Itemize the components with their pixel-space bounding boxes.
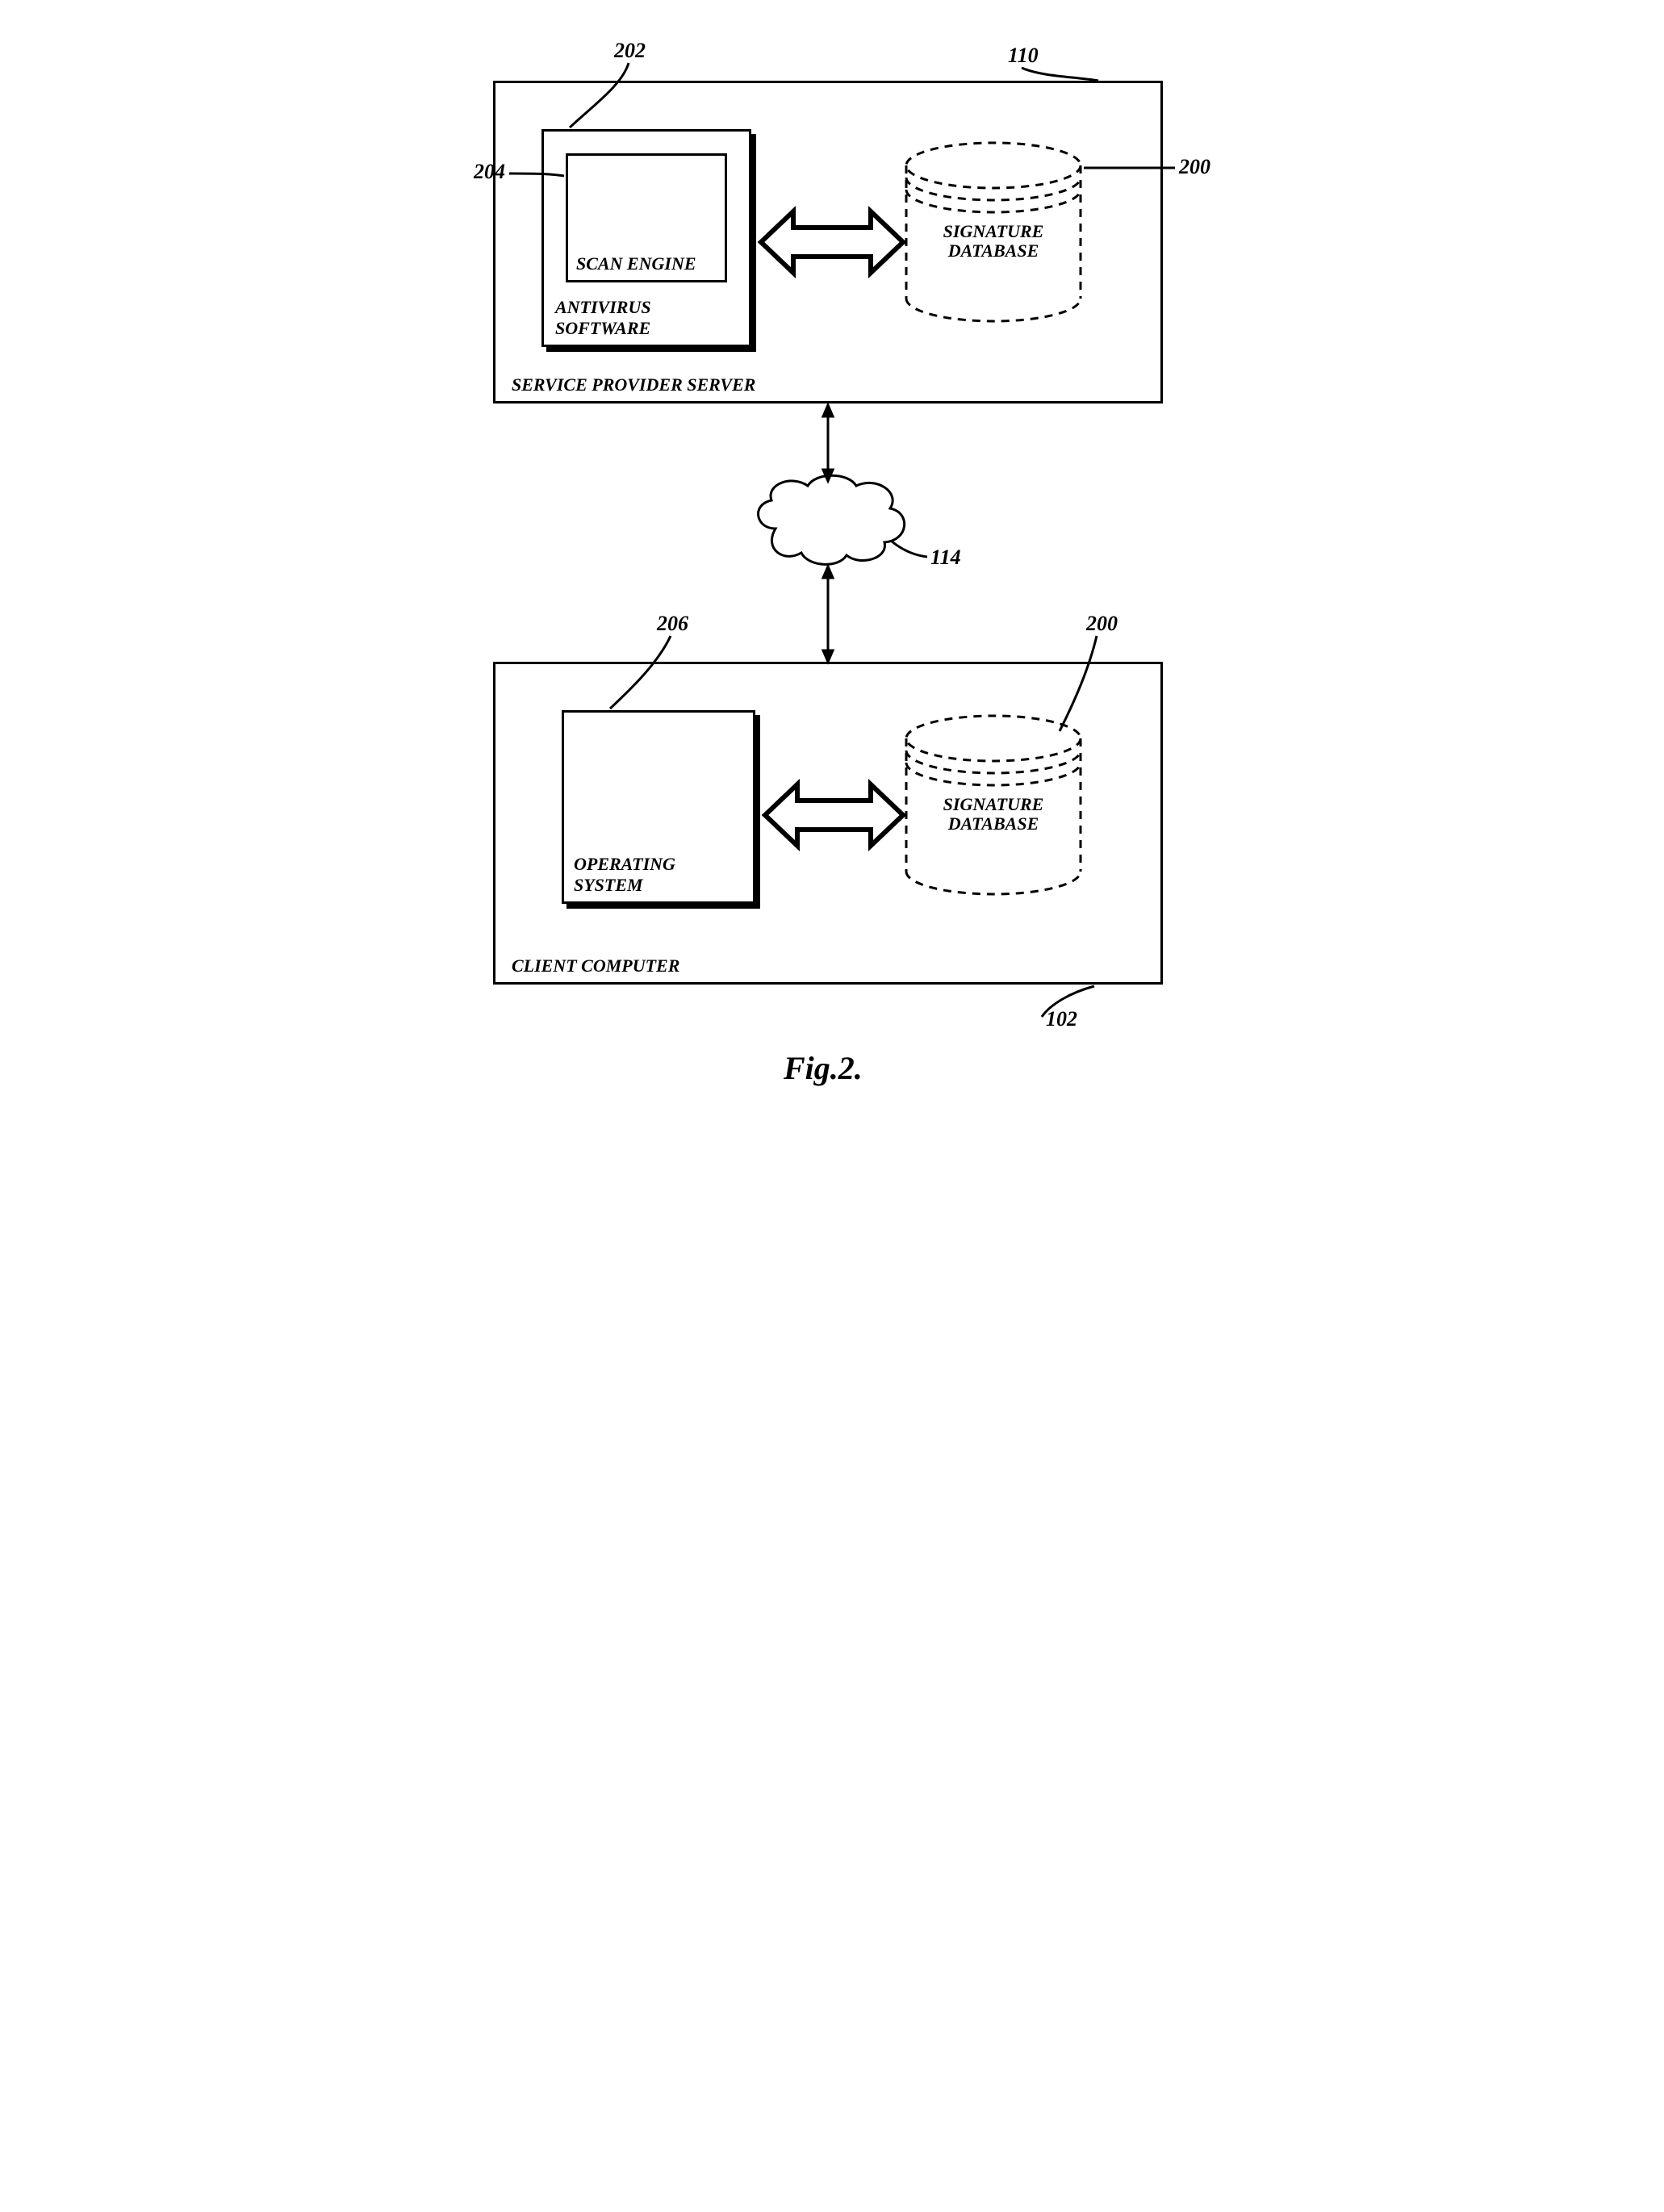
leader-114	[891, 541, 927, 557]
ref-110: 110	[1008, 44, 1039, 68]
vertical-arrow-top	[823, 405, 833, 481]
scan-engine-label: SCAN ENGINE	[576, 253, 696, 274]
operating-system-label: OPERATING SYSTEM	[574, 854, 675, 895]
wireless-network-label: WIRELESS NETWORK	[776, 507, 880, 546]
ref-206: 206	[657, 612, 688, 636]
signature-db-client-label: SIGNATURE DATABASE	[937, 795, 1050, 834]
ref-102: 102	[1046, 1007, 1077, 1031]
figure-canvas: 202 110 204 200 114 206 200 102 SERVICE …	[429, 32, 1235, 1106]
signature-db-server-label: SIGNATURE DATABASE	[937, 222, 1050, 261]
figure-caption: Fig.2.	[784, 1049, 863, 1087]
ref-114: 114	[930, 546, 961, 570]
operating-system-box: OPERATING SYSTEM	[562, 710, 755, 904]
scan-engine-box: SCAN ENGINE	[566, 153, 727, 282]
client-computer-label: CLIENT COMPUTER	[512, 955, 679, 976]
leader-110	[1022, 68, 1098, 81]
service-provider-label: SERVICE PROVIDER SERVER	[512, 374, 755, 395]
ref-200-server: 200	[1179, 155, 1210, 179]
ref-202: 202	[614, 39, 646, 63]
ref-200-client: 200	[1086, 612, 1118, 636]
vertical-arrow-bottom	[823, 567, 833, 662]
antivirus-label: ANTIVIRUS SOFTWARE	[555, 297, 651, 338]
